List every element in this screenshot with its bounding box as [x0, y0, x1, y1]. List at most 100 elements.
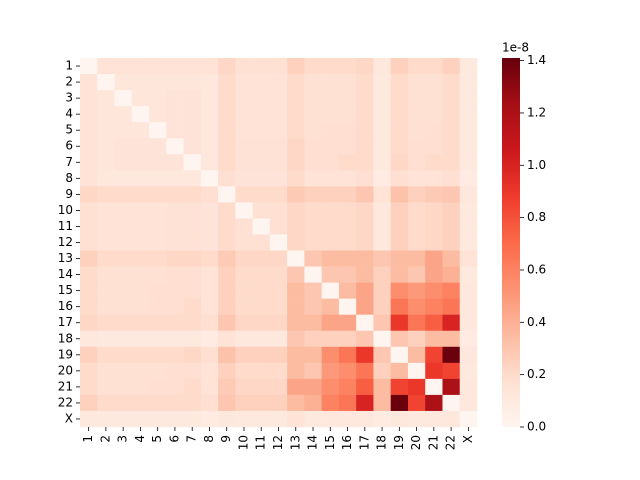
heatmap-cell	[407, 250, 426, 267]
heatmap-cell	[390, 314, 409, 332]
heatmap-cell	[269, 74, 288, 91]
heatmap-cell	[390, 282, 409, 299]
y-tick-label: 1	[65, 59, 73, 73]
heatmap-cell	[80, 138, 98, 155]
heatmap-cell	[269, 282, 288, 299]
heatmap-cell	[131, 202, 150, 219]
heatmap-cell	[114, 234, 133, 251]
heatmap-cell	[459, 90, 478, 107]
heatmap-cell	[80, 330, 98, 348]
heatmap-cell	[442, 202, 461, 219]
heatmap-cell	[97, 106, 115, 123]
heatmap-cell	[252, 394, 271, 412]
heatmap-cell	[131, 90, 150, 107]
heatmap-cell	[149, 218, 167, 235]
heatmap-cell	[442, 234, 461, 251]
heatmap-cell	[252, 154, 271, 171]
heatmap-cell	[304, 106, 322, 123]
heatmap-cell	[390, 394, 409, 412]
heatmap-cell	[166, 170, 184, 187]
heatmap-cell	[407, 74, 426, 91]
heatmap-cell	[390, 154, 409, 171]
heatmap-cell	[338, 218, 357, 235]
heatmap	[80, 58, 478, 428]
heatmap-cell	[131, 186, 150, 203]
heatmap-cell	[373, 58, 391, 75]
heatmap-cell	[183, 250, 202, 267]
heatmap-cell	[131, 218, 150, 235]
heatmap-cell	[269, 378, 288, 396]
heatmap-cell	[166, 122, 184, 139]
heatmap-cell	[390, 218, 409, 235]
heatmap-cell	[114, 266, 133, 283]
heatmap-cell	[425, 330, 443, 348]
heatmap-cell	[459, 138, 478, 155]
heatmap-cell	[218, 138, 236, 155]
heatmap-cell	[390, 298, 409, 315]
heatmap-cell	[459, 410, 478, 428]
heatmap-cell	[166, 266, 184, 283]
heatmap-cell	[235, 282, 253, 299]
heatmap-cell	[235, 90, 253, 107]
heatmap-cell	[183, 122, 202, 139]
heatmap-cell	[459, 250, 478, 267]
heatmap-cell	[183, 218, 202, 235]
heatmap-cell	[149, 282, 167, 299]
heatmap-cell	[252, 218, 271, 235]
heatmap-cell	[356, 346, 374, 364]
heatmap-cell	[269, 298, 288, 315]
heatmap-cell	[442, 138, 461, 155]
colorbar-tick-label: 0.4	[527, 315, 546, 329]
heatmap-cell	[131, 314, 150, 332]
heatmap-cell	[235, 74, 253, 91]
y-tick-label: 17	[58, 315, 73, 329]
heatmap-cell	[425, 298, 443, 315]
heatmap-cell	[252, 282, 271, 299]
heatmap-cell	[80, 154, 98, 171]
heatmap-cell	[80, 250, 98, 267]
heatmap-cell	[252, 298, 271, 315]
heatmap-cell	[183, 170, 202, 187]
heatmap-cell	[304, 122, 322, 139]
heatmap-cell	[200, 298, 219, 315]
heatmap-cell	[183, 234, 202, 251]
heatmap-cell	[252, 362, 271, 380]
heatmap-cell	[131, 298, 150, 315]
heatmap-cell	[166, 410, 184, 428]
heatmap-cell	[407, 170, 426, 187]
heatmap-cell	[356, 362, 374, 380]
heatmap-cell	[97, 186, 115, 203]
y-tick-label: 13	[58, 251, 73, 265]
heatmap-cell	[149, 90, 167, 107]
heatmap-cell	[373, 202, 391, 219]
heatmap-cell	[356, 410, 374, 428]
heatmap-cell	[459, 346, 478, 364]
heatmap-cell	[183, 346, 202, 364]
colorbar-tick-label: 0.0	[527, 420, 546, 434]
heatmap-cell	[166, 58, 184, 75]
heatmap-cell	[442, 282, 461, 299]
heatmap-cell	[425, 138, 443, 155]
heatmap-cell	[356, 394, 374, 412]
heatmap-cell	[390, 378, 409, 396]
heatmap-cell	[166, 218, 184, 235]
x-tick-label: 3	[116, 435, 130, 443]
heatmap-cell	[356, 250, 374, 267]
x-tick-label: 8	[202, 435, 216, 443]
heatmap-cell	[252, 186, 271, 203]
heatmap-cell	[287, 138, 305, 155]
heatmap-cell	[200, 314, 219, 332]
heatmap-cell	[425, 58, 443, 75]
heatmap-cell	[218, 314, 236, 332]
heatmap-cell	[356, 186, 374, 203]
heatmap-cell	[114, 282, 133, 299]
heatmap-cell	[356, 154, 374, 171]
heatmap-cell	[287, 234, 305, 251]
heatmap-cell	[149, 170, 167, 187]
heatmap-cell	[442, 106, 461, 123]
heatmap-cell	[149, 314, 167, 332]
heatmap-cell	[97, 410, 115, 428]
heatmap-cell	[459, 314, 478, 332]
y-tick-label: 16	[58, 299, 73, 313]
heatmap-cell	[183, 282, 202, 299]
